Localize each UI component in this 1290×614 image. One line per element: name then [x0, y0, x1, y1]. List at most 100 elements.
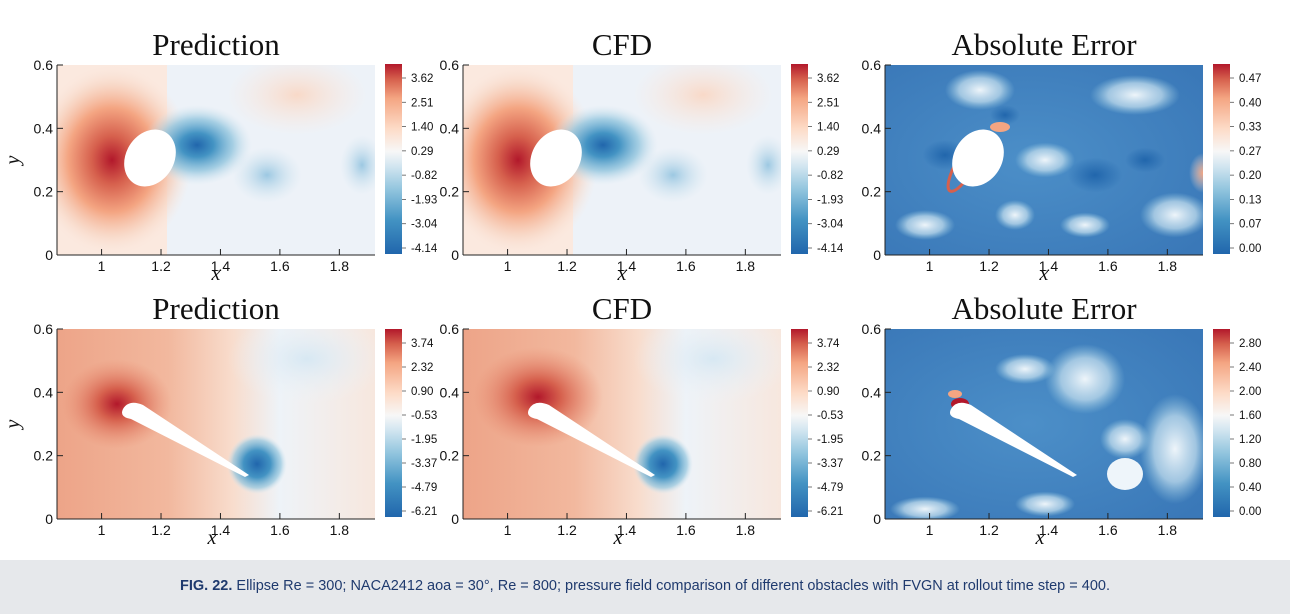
- colorbar-tick-label: 0.33: [1239, 122, 1261, 134]
- panel-title: CFD: [592, 27, 652, 62]
- y-tick-label: 0.6: [34, 321, 54, 337]
- colorbar-tick-label: 1.40: [411, 122, 433, 134]
- y-tick-label: 0: [873, 511, 881, 527]
- x-tick-label: 1.4: [617, 522, 637, 538]
- x-tick-label: 1.8: [330, 522, 350, 538]
- axes: 1 1.2 1.4 1.6 1.8 0 0.2 0.4 0.6 x: [440, 57, 781, 285]
- colorbar-tick-label: -4.14: [411, 243, 438, 255]
- x-tick-label: 1.6: [1098, 522, 1118, 538]
- panel-grid: Prediction 1 1.2 1.4 1.6 1.8 0 0.2 0.4 0.6 x y 3.62 2…: [2, 27, 1261, 549]
- x-tick-label: 1.4: [211, 522, 231, 538]
- x-tick-label: 1.6: [270, 522, 290, 538]
- x-axis-label: x: [211, 263, 221, 285]
- x-tick-label: 1.2: [151, 522, 171, 538]
- y-axis-label: y: [2, 155, 24, 166]
- colorbar-tick-label: 0.40: [1239, 482, 1261, 494]
- colorbar-tick-label: 2.51: [411, 97, 433, 109]
- panel-2-1: Prediction 1 1.2 1.4 1.6 1.8 0 0.2 0.4 0.6 x y 3.74 2…: [2, 291, 437, 549]
- x-tick-label: 1.8: [736, 258, 756, 274]
- y-tick-label: 0.2: [440, 448, 460, 464]
- x-axis-label: x: [617, 263, 627, 285]
- panel-title: Absolute Error: [951, 291, 1137, 326]
- colorbar-tick-label: 2.00: [1239, 386, 1261, 398]
- colorbar-tick-label: 0.90: [817, 386, 839, 398]
- colorbar: 2.80 2.40 2.00 1.60 1.20 0.80 0.40 0.00: [1213, 329, 1261, 518]
- panel-1-3: Absolute Error 1 1.2 1.4 1.6 1.8 0 0.2 0.4 0.6 x 0.…: [862, 27, 1262, 285]
- x-tick-label: 1.6: [270, 258, 290, 274]
- axes: 1 1.2 1.4 1.6 1.8 0 0.2 0.4 0.6 x: [862, 321, 1203, 549]
- pressure-field-plot: [463, 65, 781, 255]
- colorbar-tick-label: 1.60: [1239, 410, 1261, 422]
- y-tick-label: 0: [45, 247, 53, 263]
- colorbar-tick-label: 3.62: [411, 73, 433, 85]
- colorbar-tick-label: -3.37: [817, 458, 843, 470]
- panel-title: Prediction: [152, 291, 280, 326]
- colorbar: 0.47 0.40 0.33 0.27 0.20 0.13 0.07 0.00: [1213, 64, 1261, 255]
- colorbar: 3.74 2.32 0.90 -0.53 -1.95 -3.37 -4.79 -6.21: [791, 329, 843, 518]
- colorbar-tick-label: 1.40: [817, 122, 839, 134]
- x-tick-label: 1.8: [1158, 522, 1178, 538]
- colorbar-tick-label: -1.95: [411, 434, 437, 446]
- x-axis-label: x: [1035, 527, 1045, 549]
- colorbar-tick-label: -1.95: [817, 434, 843, 446]
- pressure-field-plot: [57, 329, 375, 519]
- x-tick-label: 1.8: [736, 522, 756, 538]
- colorbar-tick-label: -1.93: [411, 194, 437, 206]
- colorbar-tick-label: 1.20: [1239, 434, 1261, 446]
- axes: 1 1.2 1.4 1.6 1.8 0 0.2 0.4 0.6 x y: [2, 321, 375, 549]
- colorbar-tick-label: 0.13: [1239, 194, 1261, 206]
- pressure-field-plot: [57, 65, 375, 255]
- panel-2-2: CFD 1 1.2 1.4 1.6 1.8 0 0.2 0.4 0.6 x 3.74 2.32 0.90 -…: [440, 291, 844, 549]
- y-tick-label: 0.4: [34, 384, 54, 400]
- axes: 1 1.2 1.4 1.6 1.8 0 0.2 0.4 0.6 x: [862, 57, 1203, 285]
- y-tick-label: 0: [451, 247, 459, 263]
- y-tick-label: 0.6: [34, 57, 54, 73]
- pressure-field-figure: Prediction 1 1.2 1.4 1.6 1.8 0 0.2 0.4 0.6 x y 3.62 2…: [2, 27, 1261, 549]
- colorbar-tick-label: -0.53: [411, 410, 437, 422]
- panel-title: Absolute Error: [951, 27, 1137, 62]
- x-tick-label: 1.4: [617, 258, 637, 274]
- panel-2-3: Absolute Error 1 1.2 1.4 1.6 1.8 0 0.2 0.4 0.6 x 2.…: [862, 291, 1262, 549]
- caption-band: FIG. 22. Ellipse Re = 300; NACA2412 aoa …: [0, 560, 1290, 614]
- pressure-field-plot: [463, 329, 781, 519]
- colorbar-tick-label: 0.00: [1239, 506, 1261, 518]
- colorbar-tick-label: -4.14: [817, 243, 844, 255]
- panel-1-1: Prediction 1 1.2 1.4 1.6 1.8 0 0.2 0.4 0.6 x y 3.62 2…: [2, 27, 438, 285]
- colorbar-tick-label: 0.29: [411, 146, 433, 158]
- colorbar-tick-label: 2.51: [817, 97, 839, 109]
- y-tick-label: 0.6: [440, 321, 460, 337]
- x-tick-label: 1.2: [979, 258, 999, 274]
- y-tick-label: 0: [873, 247, 881, 263]
- colorbar-tick-label: 0.07: [1239, 219, 1261, 231]
- axes: 1 1.2 1.4 1.6 1.8 0 0.2 0.4 0.6 x y: [2, 57, 375, 285]
- colorbar-tick-label: 0.80: [1239, 458, 1261, 470]
- colorbar-tick-label: 3.62: [817, 73, 839, 85]
- colorbar-tick-label: -0.82: [817, 170, 843, 182]
- axes: 1 1.2 1.4 1.6 1.8 0 0.2 0.4 0.6 x: [440, 321, 781, 549]
- x-tick-label: 1.2: [557, 258, 577, 274]
- colorbar-tick-label: 0.40: [1239, 97, 1261, 109]
- y-tick-label: 0.2: [34, 184, 54, 200]
- y-axis-label: y: [2, 419, 24, 430]
- x-axis-label: x: [613, 527, 623, 549]
- x-tick-label: 1.8: [330, 258, 350, 274]
- figure-caption: FIG. 22. Ellipse Re = 300; NACA2412 aoa …: [0, 578, 1290, 594]
- y-tick-label: 0: [451, 511, 459, 527]
- colorbar-tick-label: 0.47: [1239, 73, 1261, 85]
- x-tick-label: 1: [504, 522, 512, 538]
- colorbar-tick-label: -4.79: [817, 482, 843, 494]
- colorbar: 3.62 2.51 1.40 0.29 -0.82 -1.93 -3.04 -4.14: [791, 64, 844, 255]
- colorbar-tick-label: 0.00: [1239, 243, 1261, 255]
- colorbar-tick-label: 0.20: [1239, 170, 1261, 182]
- y-tick-label: 0.2: [34, 448, 54, 464]
- colorbar-tick-label: -6.21: [411, 506, 437, 518]
- colorbar-tick-label: 0.29: [817, 146, 839, 158]
- y-tick-label: 0.6: [862, 321, 882, 337]
- x-tick-label: 1: [504, 258, 512, 274]
- x-tick-label: 1.2: [557, 522, 577, 538]
- colorbar-tick-label: -1.93: [817, 194, 843, 206]
- x-tick-label: 1.4: [211, 258, 231, 274]
- panel-title: Prediction: [152, 27, 280, 62]
- x-tick-label: 1.8: [1158, 258, 1178, 274]
- colorbar-tick-label: 2.32: [411, 362, 433, 374]
